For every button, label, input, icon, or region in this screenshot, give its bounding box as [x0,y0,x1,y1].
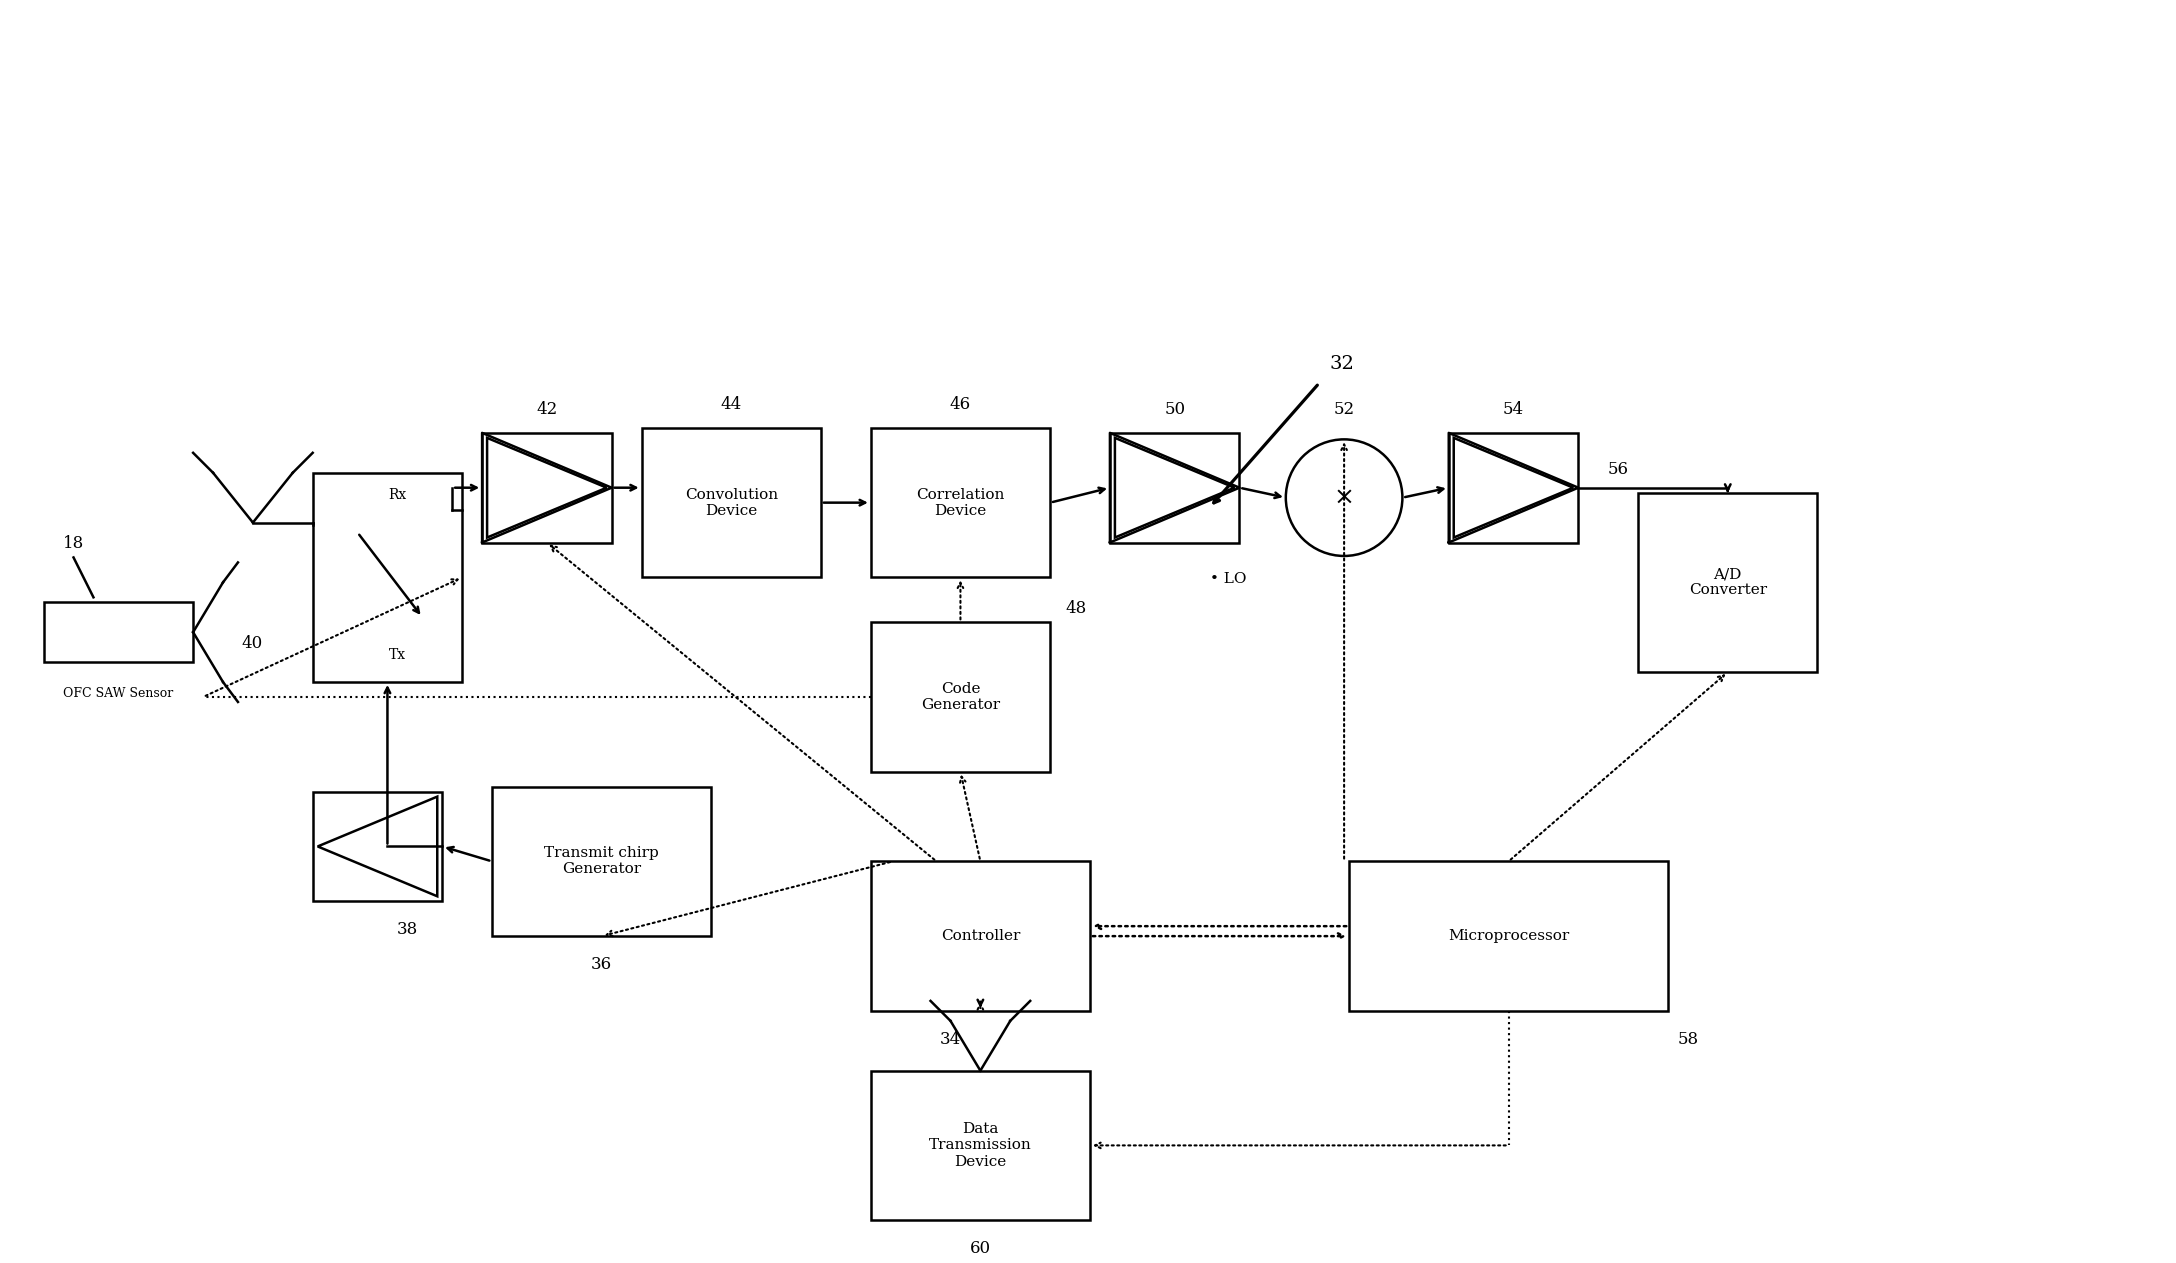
FancyBboxPatch shape [870,623,1051,772]
Text: Tx: Tx [390,648,407,662]
Text: 42: 42 [535,400,557,418]
Text: 36: 36 [592,956,611,973]
Text: 46: 46 [951,397,970,413]
Text: Code
Generator: Code Generator [920,682,1001,712]
Text: 40: 40 [242,635,263,652]
FancyBboxPatch shape [1449,433,1578,543]
FancyBboxPatch shape [870,861,1090,1010]
Text: 34: 34 [940,1031,962,1048]
FancyBboxPatch shape [1110,433,1240,543]
Text: Transmit chirp
Generator: Transmit chirp Generator [544,846,659,877]
Text: 58: 58 [1678,1031,1699,1048]
Text: 54: 54 [1504,400,1523,418]
Text: Microprocessor: Microprocessor [1447,930,1569,943]
Text: A/D
Converter: A/D Converter [1689,567,1767,597]
Text: 44: 44 [720,397,742,413]
FancyBboxPatch shape [1639,493,1817,672]
FancyBboxPatch shape [313,472,461,682]
Text: OFC SAW Sensor: OFC SAW Sensor [63,687,174,700]
FancyBboxPatch shape [313,792,442,902]
FancyBboxPatch shape [870,1071,1090,1220]
Text: 38: 38 [396,921,418,938]
Text: Controller: Controller [940,930,1021,943]
Text: Rx: Rx [387,488,407,501]
Text: Data
Transmission
Device: Data Transmission Device [929,1123,1031,1168]
Text: • LO: • LO [1210,572,1247,586]
Text: 32: 32 [1330,355,1353,373]
FancyBboxPatch shape [642,428,820,577]
Text: Convolution
Device: Convolution Device [685,488,777,518]
Text: 50: 50 [1164,400,1186,418]
Text: 52: 52 [1334,400,1356,418]
FancyBboxPatch shape [483,433,611,543]
FancyBboxPatch shape [492,787,712,936]
FancyBboxPatch shape [44,602,194,662]
FancyBboxPatch shape [1349,861,1669,1010]
Text: Correlation
Device: Correlation Device [916,488,1005,518]
FancyBboxPatch shape [870,428,1051,577]
Text: 18: 18 [63,536,85,552]
Text: 56: 56 [1608,461,1628,477]
Text: 60: 60 [970,1240,990,1257]
Text: 48: 48 [1064,600,1086,618]
Text: ×: × [1334,486,1356,509]
